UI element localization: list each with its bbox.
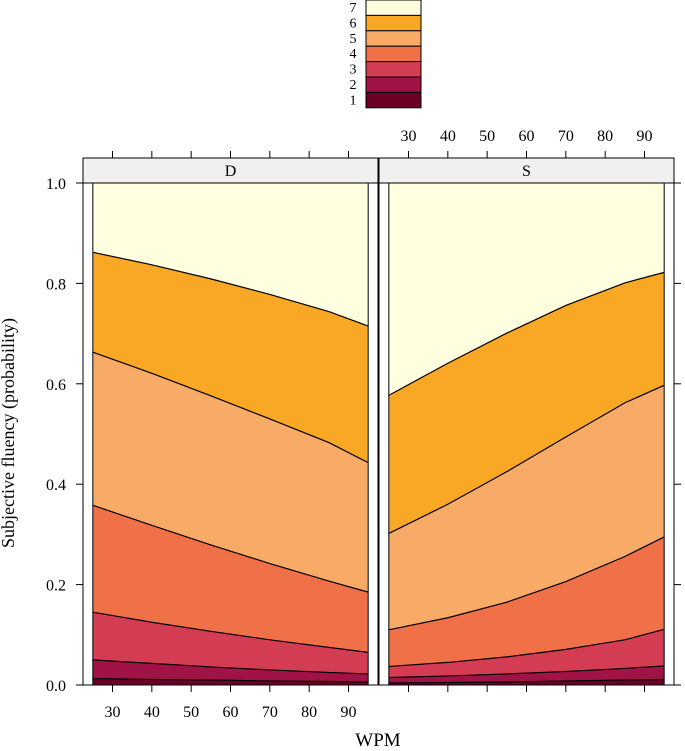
x-tick-label-top: 60 (519, 128, 535, 145)
y-tick-label: 0.4 (46, 477, 66, 494)
legend-label-7: 7 (350, 1, 357, 16)
x-tick-label: 50 (183, 704, 199, 721)
x-tick-label-top: 80 (597, 128, 613, 145)
bands (388, 183, 665, 685)
legend-swatch-2 (365, 76, 422, 93)
boundary-line-2 (92, 659, 369, 675)
y-tick-label: 0.2 (46, 578, 66, 595)
x-tick-label: 60 (223, 704, 239, 721)
legend-swatch-1 (365, 91, 422, 109)
legend-label-6: 6 (350, 16, 357, 31)
x-tick-label-top: 30 (401, 128, 417, 145)
legend-swatch-6 (365, 14, 422, 32)
x-tick-label: 90 (341, 704, 357, 721)
y-tick-label: 1.0 (46, 176, 66, 193)
boundary-line-3 (92, 611, 369, 653)
x-tick-label: 80 (301, 704, 317, 721)
x-tick-label-top: 90 (637, 128, 653, 145)
panel-s: S 30 40 50 60 70 80 90 (378, 128, 675, 692)
x-tick-label-top: 50 (479, 128, 495, 145)
y-tick-label: 0.8 (46, 276, 66, 293)
axes: 0.0 0.2 0.4 0.6 0.8 1.0 (46, 176, 681, 695)
y-tick-label: 0.6 (46, 377, 66, 394)
plot-panels: D 30 40 50 60 70 80 90 S 30 40 50 60 70 80 90 (82, 128, 675, 721)
x-tick-label: 70 (262, 704, 278, 721)
boundary-line-5 (92, 351, 369, 464)
bands (92, 183, 369, 685)
y-axis-label: Subjective fluency (probability) (0, 318, 19, 548)
x-tick-label: 40 (144, 704, 160, 721)
legend-label-2: 2 (350, 78, 357, 93)
legend-swatch-4 (365, 45, 422, 63)
strip-label-d: D (225, 163, 237, 180)
boundary-line-1 (388, 678, 665, 684)
legend-label-4: 4 (350, 47, 357, 62)
boundary-line-5 (388, 384, 665, 534)
legend-label-1: 1 (350, 93, 357, 108)
band-2 (92, 659, 369, 685)
x-tick-label: 30 (105, 704, 121, 721)
strip-d (82, 157, 379, 184)
strip-s (378, 157, 675, 184)
legend-swatch-5 (365, 30, 422, 47)
legend-label-3: 3 (350, 63, 357, 78)
legend-swatch-3 (365, 61, 422, 78)
x-tick-label-top: 70 (558, 128, 574, 145)
panel-d: D 30 40 50 60 70 80 90 (82, 151, 379, 721)
legend-swatch-7 (365, 0, 422, 16)
boundary-line-2 (388, 665, 665, 679)
boundary-line-6 (388, 271, 665, 396)
legend-label-5: 5 (350, 32, 357, 47)
strip-label-s: S (522, 163, 531, 180)
boundary-line-4 (388, 536, 665, 631)
y-tick-label: 0.0 (46, 678, 66, 695)
boundary-line-1 (92, 677, 369, 683)
x-axis-label: WPM (355, 730, 401, 751)
boundary-line-4 (92, 504, 369, 593)
boundary-line-6 (92, 251, 369, 327)
x-tick-label-top: 40 (440, 128, 456, 145)
boundary-line-3 (388, 628, 665, 668)
